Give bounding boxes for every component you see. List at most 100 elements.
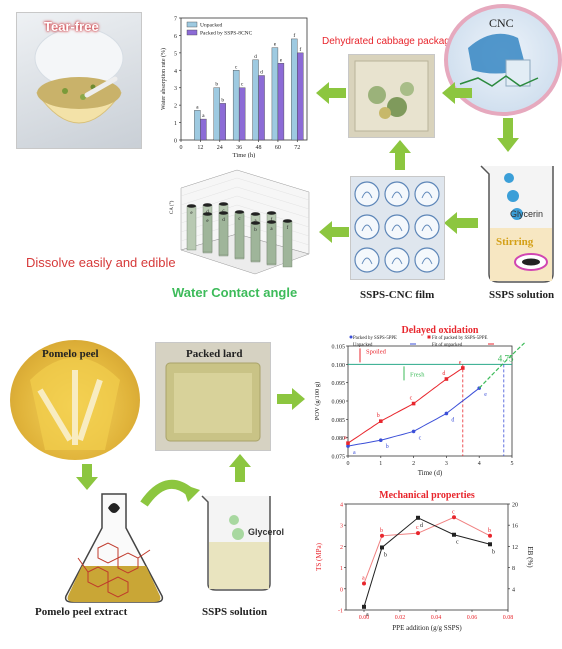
bar-x-tick-label: 60 xyxy=(275,145,281,151)
water-contact-angle-label: Water Contact angle xyxy=(172,285,298,300)
ox-y-tick-label: 0.095 xyxy=(332,381,346,387)
ssps-cnc-film-label: SSPS-CNC film xyxy=(360,289,435,301)
mech-eb-point xyxy=(488,533,492,538)
bar-letter-label: e xyxy=(280,57,283,63)
arrow-left-chart xyxy=(316,82,346,104)
bar-letter-label: c xyxy=(241,82,244,88)
mech-x-tick-label: 0.02 xyxy=(395,615,406,621)
bar-letter-label: b xyxy=(221,97,224,103)
bar-x-tick-label: 72 xyxy=(294,145,300,151)
film-disc xyxy=(354,247,380,273)
bar-letter-label: b xyxy=(215,82,218,88)
ox-y-axis-label: POV (g/100 g) xyxy=(314,382,321,421)
pomelo-peel-label: Pomelo peel xyxy=(42,348,99,360)
bar-y-tick-label: 7 xyxy=(174,17,177,23)
mech-y-axis-label: TS (MPa) xyxy=(315,542,323,570)
ox-fresh-label: Fresh xyxy=(410,371,425,378)
mech-eb-point xyxy=(416,531,420,536)
ox-x-tick-label: 1 xyxy=(379,461,382,467)
bar-packed xyxy=(277,63,285,141)
bar-x-tick-label: 0 xyxy=(180,145,183,151)
bar-y-tick-label: 1 xyxy=(174,121,177,127)
bar-y-tick-label: 0 xyxy=(174,139,177,145)
ox-x-tick-label: 5 xyxy=(511,461,514,467)
glycerin-drop-icon xyxy=(504,173,514,183)
bar-legend-label: Packed by SSPS-8CNC xyxy=(200,31,253,37)
film-logo-icon xyxy=(361,257,373,265)
wca-y-axis-label: CA (°) xyxy=(170,200,175,214)
mech-ts-point xyxy=(362,604,366,609)
mech-eb-letter: b xyxy=(488,528,491,534)
wca-bar-letter: c xyxy=(238,217,241,222)
flask-drop-icon xyxy=(108,503,120,513)
wca-grid-line xyxy=(180,186,238,206)
arrow-right-lard xyxy=(277,388,305,410)
arrow-curved-extract xyxy=(140,479,200,507)
bar-x-tick-label: 48 xyxy=(256,145,262,151)
ox-fit-line xyxy=(347,367,464,444)
mech-ts-letter: b xyxy=(384,552,387,558)
bar-letter-label: f xyxy=(293,32,295,39)
bar-packed xyxy=(297,52,304,141)
mech-eb-letter: c xyxy=(416,525,419,531)
wca-grid-line xyxy=(180,177,238,197)
bar-letter-label: c xyxy=(235,64,238,70)
arrow-up-beaker xyxy=(229,454,251,482)
ox-extension-line xyxy=(478,341,526,389)
film-logo-icon xyxy=(421,224,433,232)
wca-droplet-icon xyxy=(251,212,260,216)
film-disc xyxy=(384,247,410,273)
film-logo-icon xyxy=(361,191,373,199)
ox-point xyxy=(379,438,383,443)
oxidation-chart-title: Delayed oxidation xyxy=(402,325,479,336)
mech-y-tick-label: 1 xyxy=(340,566,343,572)
mech-ts-letter: d xyxy=(420,523,423,529)
wca-bar-letter: e xyxy=(190,211,193,216)
wca-droplet-icon xyxy=(267,211,276,215)
delayed-oxidation-chart: Delayed oxidation 0.075 0.080 0.085 0.090 0.0… xyxy=(314,325,526,477)
noodle-cup-illustration xyxy=(34,27,124,124)
bar-y-tick-label: 4 xyxy=(174,69,177,75)
mech-x-tick-label: 0.06 xyxy=(467,615,478,621)
bar-packed xyxy=(238,87,246,141)
bar-letter-label: a xyxy=(196,104,199,110)
wca-droplet-icon xyxy=(251,221,260,225)
mech-ts-point xyxy=(416,515,420,520)
wca-bar-letter: d xyxy=(222,218,225,223)
dissolve-label: Dissolve easily and edible xyxy=(26,255,176,270)
bar-legend-swatch xyxy=(186,21,198,28)
mech-eb-point xyxy=(362,581,366,586)
bar-unpacked xyxy=(232,70,240,141)
ox-point-letter: d xyxy=(451,417,454,423)
ox-point xyxy=(461,366,465,370)
ox-point xyxy=(444,377,449,381)
bar-legend-swatch xyxy=(186,29,198,36)
mech-ts-point xyxy=(488,542,492,547)
mech-y2-tick-label: 16 xyxy=(512,524,518,530)
ox-x-tick-label: 4 xyxy=(478,461,481,467)
ox-plot-frame xyxy=(347,345,513,457)
bar-unpacked xyxy=(194,110,201,141)
ox-point xyxy=(411,429,416,434)
ox-x-tick-label: 3 xyxy=(445,461,448,467)
bar-y-tick-label: 5 xyxy=(174,51,177,57)
bar-letter-label: a xyxy=(202,113,205,119)
packed-lard-photo xyxy=(155,342,271,451)
mech-x-tick-label: 0.08 xyxy=(503,615,514,621)
mech-x-axis-label: PPE addition (g/g SSPS) xyxy=(392,624,462,632)
mech-y-tick-label: 3 xyxy=(340,524,343,530)
bar-unpacked xyxy=(271,47,279,141)
ox-y-tick-label: 0.075 xyxy=(332,455,346,461)
stirring-label: Stirring xyxy=(496,236,534,248)
mech-y-tick-label: 0 xyxy=(340,587,343,593)
cnc-label: CNC xyxy=(489,16,514,30)
ox-crossing-value: 4.75 xyxy=(498,353,514,363)
film-disc xyxy=(414,214,440,240)
arrow-left-cabbage xyxy=(442,82,472,104)
ox-point xyxy=(411,401,416,406)
ox-y-tick-label: 0.090 xyxy=(332,400,346,406)
wca-droplet-icon xyxy=(187,204,196,208)
ox-legend-swatch xyxy=(349,335,353,339)
ox-point-letter: b xyxy=(386,444,389,450)
film-disc xyxy=(354,181,380,207)
